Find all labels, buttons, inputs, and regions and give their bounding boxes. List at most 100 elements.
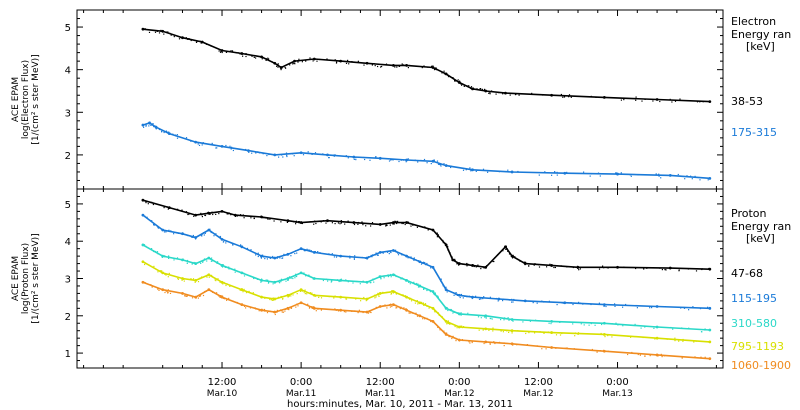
- data-dot: [477, 264, 479, 266]
- data-dot: [292, 63, 294, 65]
- data-dot: [314, 220, 316, 222]
- data-dot: [241, 53, 244, 55]
- data-dot: [607, 350, 609, 352]
- legend-entry: 1060-1900: [731, 359, 791, 372]
- data-dot: [276, 257, 278, 259]
- data-dot: [407, 158, 409, 160]
- data-dot: [375, 306, 377, 308]
- data-dot: [658, 175, 660, 177]
- data-dot: [615, 322, 617, 324]
- data-dot: [239, 53, 241, 55]
- data-dot: [466, 85, 468, 87]
- data-dot: [640, 327, 642, 329]
- data-dot: [314, 295, 316, 297]
- data-point: [510, 170, 514, 174]
- data-dot: [407, 67, 409, 69]
- data-dot: [227, 212, 229, 214]
- data-dot: [228, 50, 230, 53]
- data-dot: [288, 295, 290, 297]
- data-dot: [548, 300, 550, 302]
- data-dot: [310, 250, 312, 252]
- data-dot: [230, 148, 232, 150]
- data-dot: [207, 257, 209, 259]
- data-point: [431, 66, 435, 69]
- data-dot: [152, 29, 154, 31]
- data-dot: [506, 248, 508, 250]
- data-dot: [387, 274, 389, 276]
- data-point: [167, 206, 171, 210]
- data-dot: [335, 309, 337, 311]
- data-dot: [644, 326, 646, 328]
- data-dot: [260, 256, 262, 258]
- data-dot: [477, 169, 479, 171]
- data-dot: [148, 264, 150, 266]
- data-dot: [269, 310, 271, 312]
- data-dot: [345, 62, 348, 64]
- data-dot: [404, 295, 406, 297]
- data-dot: [433, 321, 435, 323]
- data-dot: [230, 242, 232, 244]
- data-dot: [280, 69, 282, 71]
- data-dot: [375, 296, 377, 298]
- data-dot: [293, 221, 295, 223]
- data-dot: [315, 295, 317, 297]
- data-dot: [197, 297, 199, 299]
- data-dot: [385, 63, 388, 65]
- data-dot: [168, 131, 170, 133]
- data-dot: [335, 256, 338, 258]
- data-dot: [204, 291, 206, 293]
- data-dot: [390, 293, 392, 295]
- data-dot: [273, 154, 276, 156]
- y-axis-label: [1/(cm² s ster MeV)]: [31, 54, 41, 144]
- data-point: [708, 306, 712, 310]
- data-dot: [279, 66, 281, 68]
- data-dot: [345, 155, 347, 157]
- data-dot: [292, 62, 294, 64]
- data-dot: [437, 312, 439, 314]
- data-dot: [168, 257, 170, 259]
- data-dot: [219, 295, 221, 297]
- data-dot: [198, 277, 200, 279]
- data-dot: [413, 257, 415, 259]
- data-dot: [357, 312, 359, 314]
- legend-title: [keV]: [746, 40, 775, 53]
- data-dot: [328, 157, 330, 159]
- data-dot: [333, 297, 335, 299]
- data-dot: [194, 281, 196, 283]
- data-dot: [207, 211, 209, 213]
- data-dot: [471, 341, 473, 344]
- data-dot: [243, 275, 246, 277]
- data-dot: [201, 216, 203, 218]
- legend-entry: 310-580: [731, 317, 777, 330]
- data-dot: [643, 268, 645, 270]
- data-dot: [225, 240, 227, 242]
- data-dot: [590, 95, 592, 97]
- data-dot: [347, 157, 349, 159]
- data-dot: [456, 294, 458, 296]
- data-dot: [401, 222, 403, 225]
- data-dot: [390, 303, 392, 305]
- data-dot: [482, 329, 484, 331]
- data-dot: [221, 281, 223, 283]
- data-dot: [225, 284, 227, 287]
- data-dot: [477, 265, 479, 268]
- data-dot: [290, 277, 292, 279]
- data-dot: [380, 277, 382, 279]
- data-dot: [170, 207, 172, 209]
- data-dot: [176, 257, 179, 259]
- data-dot: [447, 74, 449, 76]
- data-dot: [525, 332, 527, 335]
- data-dot: [551, 95, 553, 97]
- data-dot: [445, 242, 447, 244]
- data-dot: [657, 355, 659, 357]
- data-dot: [421, 67, 423, 69]
- data-dot: [267, 218, 269, 220]
- data-dot: [165, 274, 167, 276]
- data-dot: [605, 305, 607, 308]
- data-dot: [173, 233, 175, 235]
- data-dot: [184, 295, 186, 297]
- data-dot: [550, 94, 553, 96]
- data-dot: [489, 343, 491, 345]
- data-dot: [309, 292, 311, 294]
- data-dot: [661, 269, 663, 271]
